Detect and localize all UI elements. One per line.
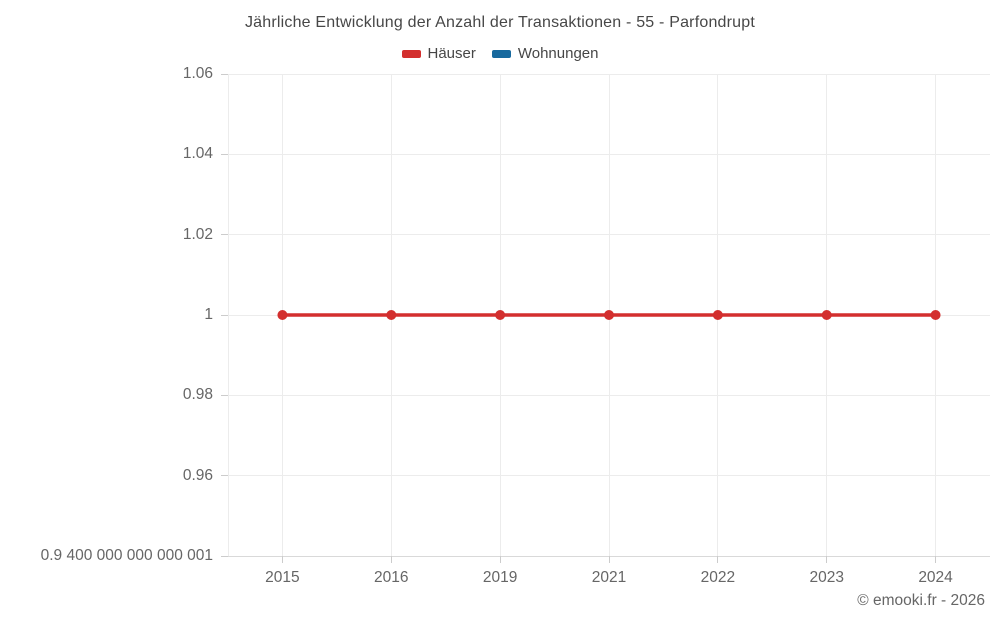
y-axis-edge-line xyxy=(227,74,229,556)
y-axis-tick xyxy=(221,475,228,477)
y-tick-label: 0.98 xyxy=(182,386,213,404)
x-tick-label: 2015 xyxy=(265,569,300,586)
y-axis-tick xyxy=(221,314,228,316)
y-axis-tick xyxy=(221,555,228,557)
series-point-häuser-2019 xyxy=(495,310,506,320)
y-tick-label: 0.96 xyxy=(182,466,213,484)
y-tick-label: 0.9 400 000 000 000 001 xyxy=(40,547,213,564)
legend-swatch-icon xyxy=(401,49,421,58)
series-point-häuser-2024 xyxy=(930,310,941,320)
y-axis-tick xyxy=(221,234,228,236)
series-point-häuser-2021 xyxy=(604,310,614,320)
x-axis-tick xyxy=(390,556,392,563)
y-tick-label: 1.02 xyxy=(182,225,213,243)
x-tick-label: 2023 xyxy=(809,569,844,586)
legend-swatch-icon xyxy=(491,49,511,58)
legend: Häuser Wohnungen xyxy=(0,45,1000,62)
x-axis-tick xyxy=(717,556,719,563)
x-tick-label: 2016 xyxy=(374,569,409,586)
y-tick-label: 1.04 xyxy=(182,145,213,163)
x-tick-label: 2021 xyxy=(591,569,627,586)
legend-label: Wohnungen xyxy=(517,45,599,62)
legend-item-wohnungen[interactable]: Wohnungen xyxy=(491,45,599,62)
x-tick-label: 2022 xyxy=(700,569,736,586)
x-axis-tick xyxy=(499,556,501,563)
y-axis-tick xyxy=(221,73,228,75)
credit-text: © emooki.fr - 2026 xyxy=(857,592,985,609)
series-point-häuser-2016 xyxy=(386,310,397,320)
x-axis-tick xyxy=(608,556,610,563)
y-tick-label: 1.06 xyxy=(182,65,213,82)
series-point-häuser-2023 xyxy=(821,310,832,320)
legend-item-häuser[interactable]: Häuser xyxy=(401,45,476,62)
x-axis-tick xyxy=(281,556,283,563)
y-tick-label: 1 xyxy=(204,306,213,323)
x-tick-label: 2019 xyxy=(482,569,518,586)
series-point-häuser-2022 xyxy=(712,310,723,320)
legend-label: Häuser xyxy=(427,45,476,62)
y-axis-tick xyxy=(221,153,228,155)
series-point-häuser-2015 xyxy=(277,310,288,320)
y-axis-tick xyxy=(221,394,228,396)
x-tick-label: 2024 xyxy=(918,569,953,586)
chart-title: Jährliche Entwicklung der Anzahl der Tra… xyxy=(244,14,756,31)
x-axis-tick xyxy=(935,556,937,563)
x-axis-tick xyxy=(826,556,828,563)
